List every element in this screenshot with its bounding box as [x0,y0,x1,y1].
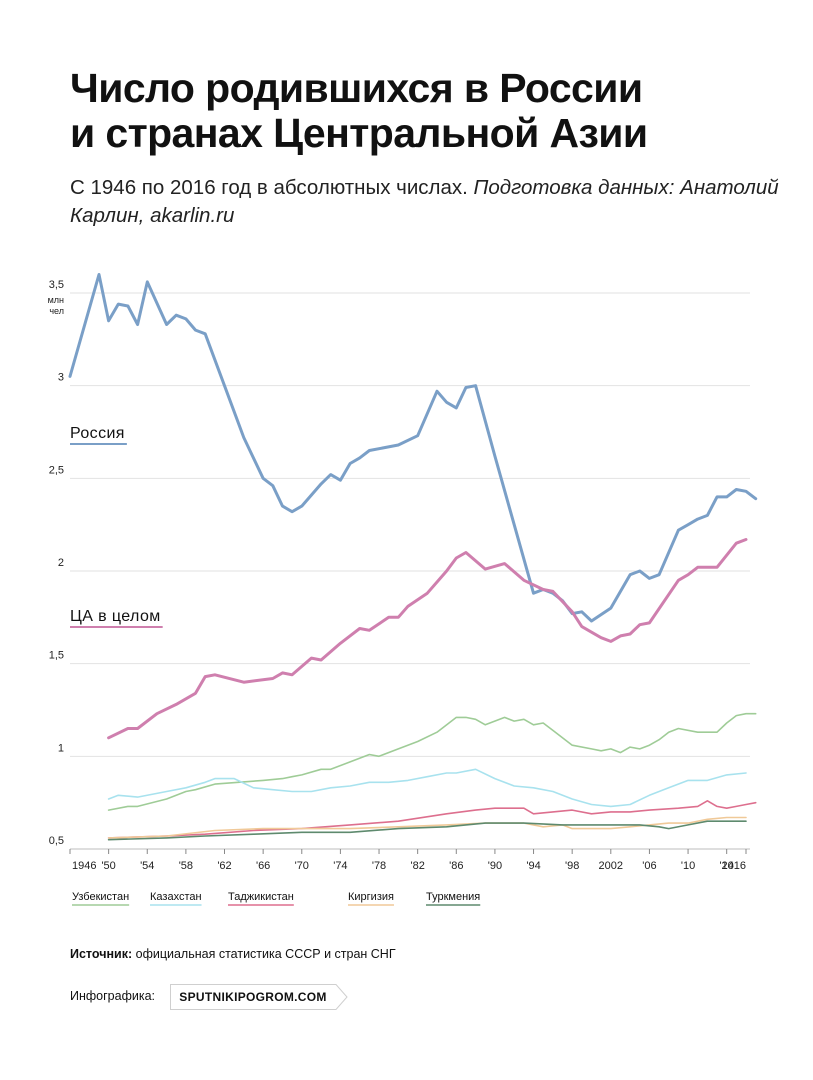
series-line-kyrgyzstan [107,816,747,839]
legend-label-kyrgyzstan: Киргизия [348,891,394,903]
sputnik-badge[interactable]: SPUTNIKIPOGROM.COM [170,984,348,1010]
title-line-1: Число родившихся в России [70,65,643,111]
source-note: Источник: официальная статистика СССР и … [70,947,396,961]
source-label: Источник: [70,947,133,961]
x-tick-label: 2016 [722,860,746,872]
credit-label: Инфографика: [70,989,156,1003]
series-line-uzbekistan [107,712,757,811]
badge-text: SPUTNIKIPOGROM.COM [179,990,327,1004]
x-tick-label: '82 [410,860,424,872]
y-tick-label: 1,5 [49,650,64,662]
x-tick-label: '94 [526,860,540,872]
legend-label-kazakhstan: Казахстан [150,891,202,903]
subtitle-credit: Подготовка данных: Анатолий Карлин, akar… [70,176,779,227]
series-line-ca_total [107,538,748,740]
y-tick-label: 2 [58,557,64,569]
legend-label-turkmenistan: Туркмения [426,891,480,903]
legend-label-tajikistan: Таджикистан [228,891,294,903]
y-tick-label: 3 [58,372,64,384]
x-tick-label: '98 [565,860,579,872]
series-line-russia [68,273,758,623]
x-tick-label: 2002 [599,860,623,872]
x-tick-label: '74 [333,860,347,872]
x-tick-label: 1946 [72,860,96,872]
x-tick-label: '58 [179,860,193,872]
y-tick-label: 0,5 [49,835,64,847]
chart-subtitle: С 1946 по 2016 год в абсолютных числах. … [70,174,790,230]
x-tick-label: '10 [681,860,695,872]
y-unit-label-2: чел [49,306,64,316]
y-tick-label: 2,5 [49,464,64,476]
x-tick-label: '14 [720,860,734,872]
x-tick-label: '54 [140,860,154,872]
source-text: официальная статистика СССР и стран СНГ [132,947,396,961]
subtitle-text: С 1946 по 2016 год в абсолютных числах. [70,176,474,199]
title-line-2: и странах Центральной Азии [70,110,648,156]
series-line-turkmenistan [107,820,747,841]
x-tick-label: '90 [488,860,502,872]
legend-label-uzbekistan: Узбекистан [72,891,129,903]
x-tick-label: '50 [101,860,115,872]
y-unit-label-1: млн [48,295,64,305]
badge-arrow-shape [170,984,348,1010]
x-tick-label: '62 [217,860,231,872]
y-tick-label: 3,5 [49,279,64,291]
series-label-russia: Россия [70,425,125,442]
x-tick-label: '06 [642,860,656,872]
x-tick-label: '86 [449,860,463,872]
series-label-ca_total: ЦА в целом [70,608,161,625]
chart-title: Число родившихся в России и странах Цент… [70,66,790,156]
x-tick-label: '66 [256,860,270,872]
y-tick-label: 1 [58,742,64,754]
x-tick-label: '78 [372,860,386,872]
series-line-kazakhstan [107,768,747,808]
x-tick-label: '70 [295,860,309,872]
